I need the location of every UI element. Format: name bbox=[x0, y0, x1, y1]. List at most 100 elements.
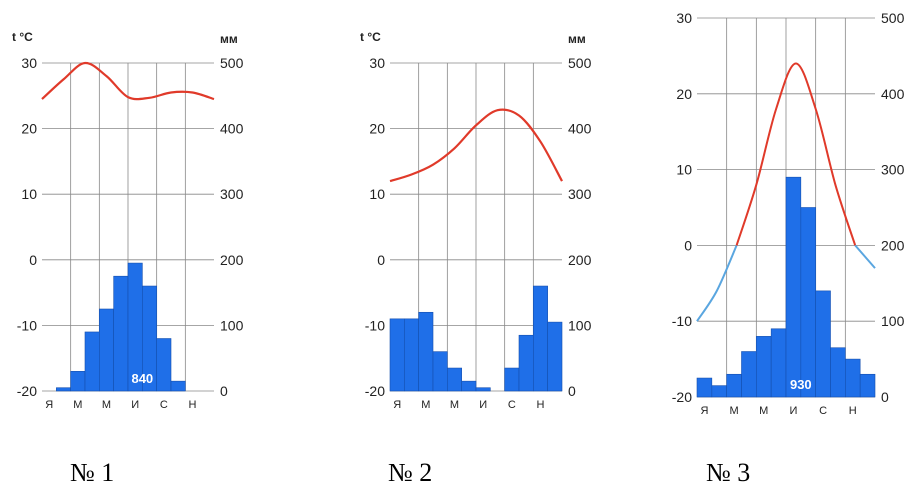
temperature-line bbox=[389, 108, 563, 183]
temp-unit-label: t °C bbox=[12, 30, 33, 44]
precip-tick-label: 400 bbox=[881, 86, 905, 102]
chart-caption-3: № 3 bbox=[706, 458, 751, 487]
precipitation-bar bbox=[170, 380, 186, 392]
temp-unit-label: t °C bbox=[360, 30, 381, 44]
precip-tick-label: 200 bbox=[568, 252, 592, 268]
precip-unit-label: мм bbox=[568, 32, 586, 46]
temperature-line-cold bbox=[854, 244, 876, 269]
precip-tick-label: 100 bbox=[568, 317, 592, 333]
precipitation-bar bbox=[432, 351, 448, 392]
precipitation-bar bbox=[785, 176, 802, 398]
month-label: Н bbox=[849, 405, 857, 417]
temperature-line bbox=[41, 61, 215, 101]
precipitation-bar bbox=[70, 371, 86, 392]
precip-tick-label: 100 bbox=[220, 317, 244, 333]
precipitation-bar bbox=[800, 207, 816, 398]
temp-tick-label: -10 bbox=[365, 317, 385, 333]
month-label: И bbox=[479, 399, 487, 411]
precipitation-bar bbox=[711, 385, 727, 398]
temp-tick-label: -20 bbox=[17, 383, 37, 399]
precipitation-bar bbox=[447, 367, 462, 392]
temp-tick-label: -10 bbox=[672, 313, 692, 329]
temperature-line-cold bbox=[696, 245, 738, 322]
temp-tick-label: -20 bbox=[365, 383, 385, 399]
temp-tick-label: -10 bbox=[17, 317, 37, 333]
precipitation-bar bbox=[830, 347, 846, 398]
precipitation-bar bbox=[770, 328, 787, 398]
precipitation-bar bbox=[859, 373, 876, 398]
month-label: М bbox=[73, 399, 82, 411]
precipitation-bar bbox=[815, 290, 831, 398]
precip-tick-label: 0 bbox=[568, 383, 576, 399]
month-label: И bbox=[131, 399, 139, 411]
precipitation-bar bbox=[741, 351, 757, 398]
month-label: Я bbox=[393, 399, 401, 411]
climate-chart-1: 30 20 10 0 -10 -20 500 400 300 200 100 0 t °C мм Я М М И С… bbox=[0, 18, 260, 438]
precip-tick-label: 200 bbox=[220, 252, 244, 268]
precipitation-bar bbox=[461, 380, 477, 392]
precip-tick-label: 100 bbox=[881, 313, 905, 329]
precipitation-bar bbox=[418, 311, 434, 392]
month-label: Н bbox=[537, 399, 545, 411]
temp-tick-label: 20 bbox=[676, 86, 692, 102]
precip-tick-label: 400 bbox=[220, 121, 244, 137]
precipitation-bar bbox=[726, 373, 742, 398]
precip-tick-label: 300 bbox=[881, 162, 905, 178]
temp-tick-label: 30 bbox=[676, 10, 692, 26]
precipitation-bar bbox=[99, 308, 114, 392]
precipitation-bar bbox=[518, 334, 534, 392]
month-label: И bbox=[789, 405, 797, 417]
chart-caption-1: № 1 bbox=[70, 458, 115, 487]
climate-chart-3: 30 20 10 0 -10 -20 500 400 300 200 100 0 Я М М И С Н 930 bbox=[647, 0, 906, 438]
temp-tick-label: 0 bbox=[684, 237, 692, 253]
month-label: С bbox=[160, 399, 168, 411]
month-label: С bbox=[508, 399, 516, 411]
precip-unit-label: мм bbox=[220, 32, 238, 46]
temp-tick-label: 10 bbox=[369, 186, 385, 202]
precip-tick-label: 0 bbox=[881, 389, 889, 405]
precipitation-bar bbox=[404, 318, 419, 392]
precip-tick-label: 500 bbox=[881, 10, 905, 26]
precipitation-bar bbox=[504, 367, 520, 392]
precipitation-bar bbox=[56, 387, 71, 392]
precipitation-total-label: 930 bbox=[790, 377, 812, 392]
precipitation-total-label: 840 bbox=[131, 371, 153, 386]
precip-tick-label: 200 bbox=[881, 237, 905, 253]
month-label: М bbox=[729, 405, 738, 417]
precip-tick-label: 400 bbox=[568, 121, 592, 137]
month-label: Я bbox=[700, 405, 708, 417]
precipitation-bar bbox=[756, 336, 772, 398]
month-label: М bbox=[421, 399, 430, 411]
temp-tick-label: 10 bbox=[21, 186, 37, 202]
temp-tick-label: 30 bbox=[21, 55, 37, 71]
precipitation-bar bbox=[389, 318, 405, 392]
precipitation-bar bbox=[845, 358, 861, 398]
precipitation-bar bbox=[547, 321, 563, 392]
month-label: С bbox=[819, 405, 827, 417]
temperature-line bbox=[735, 62, 857, 246]
temp-tick-label: -20 bbox=[672, 389, 692, 405]
month-label: Н bbox=[189, 399, 197, 411]
precip-tick-label: 300 bbox=[220, 186, 244, 202]
precip-tick-label: 0 bbox=[220, 383, 228, 399]
month-label: Я bbox=[45, 399, 53, 411]
month-label: М bbox=[450, 399, 459, 411]
precipitation-bar bbox=[696, 377, 713, 398]
temp-tick-label: 0 bbox=[377, 252, 385, 268]
month-label: М bbox=[102, 399, 111, 411]
chart-caption-2: № 2 bbox=[388, 458, 433, 487]
precip-tick-label: 500 bbox=[220, 55, 244, 71]
month-label: М bbox=[759, 405, 768, 417]
precipitation-bar bbox=[113, 275, 129, 392]
temp-tick-label: 10 bbox=[676, 162, 692, 178]
precip-tick-label: 500 bbox=[568, 55, 592, 71]
precipitation-bar bbox=[156, 338, 172, 392]
temp-tick-label: 20 bbox=[369, 121, 385, 137]
temp-tick-label: 20 bbox=[21, 121, 37, 137]
climate-chart-2: 30 20 10 0 -10 -20 500 400 300 200 100 0 t °C мм Я М М И С… bbox=[322, 18, 592, 438]
precipitation-bar bbox=[475, 387, 491, 392]
precipitation-bar bbox=[84, 331, 100, 392]
